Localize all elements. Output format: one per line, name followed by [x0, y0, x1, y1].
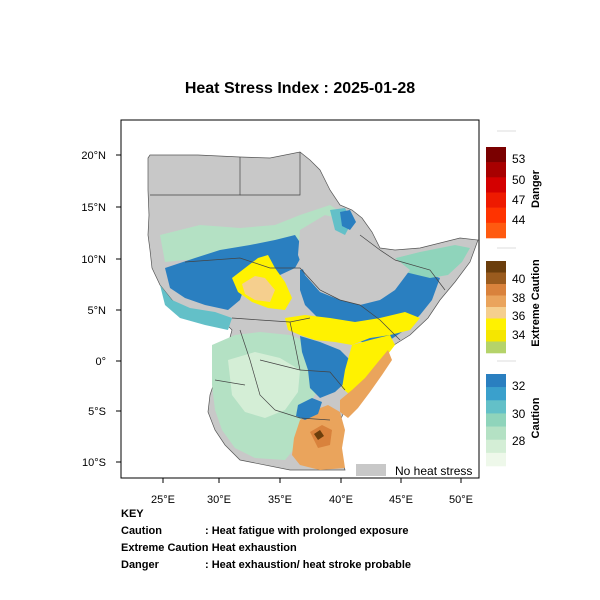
no-heat-label: No heat stress	[395, 464, 472, 478]
lon-label: 30°E	[207, 494, 231, 506]
colorbar-swatch	[486, 192, 506, 208]
extreme-brown-spot	[314, 430, 324, 440]
key-term: Danger	[121, 559, 159, 571]
colorbar-swatch	[486, 147, 506, 163]
lon-labels: 25°E 30°E 35°E 40°E 45°E 50°E	[151, 494, 473, 506]
cb-tick: 44	[512, 213, 526, 227]
lon-label: 45°E	[389, 494, 413, 506]
colorbar-swatch	[486, 318, 506, 331]
lat-label: 0°	[95, 356, 106, 368]
colorbar-swatch	[486, 261, 506, 273]
cb-tick: 40	[512, 272, 526, 286]
lat-label: 20°N	[81, 150, 106, 162]
key-desc: : Heat exhaustion	[205, 542, 297, 554]
lon-label: 35°E	[268, 494, 292, 506]
cb-tick: 28	[512, 434, 526, 448]
colorbar-swatch	[486, 307, 506, 319]
cb-tick: 53	[512, 152, 526, 166]
cb-tick: 38	[512, 291, 526, 305]
lat-label: 10°N	[81, 254, 106, 266]
key-row-caution: Caution : Heat fatigue with prolonged ex…	[121, 523, 411, 540]
extreme-tan-region-north	[242, 276, 275, 302]
highlands-no-heat	[298, 215, 410, 305]
colorbar-swatch	[486, 426, 506, 441]
key-desc: : Heat exhaustion/ heat stroke probable	[205, 559, 411, 571]
extreme-yellow-coastal	[342, 335, 395, 395]
key-heading: KEY	[121, 508, 144, 520]
colorbar-swatch	[486, 162, 506, 178]
caution-lightest-region	[228, 352, 300, 418]
colorbar-extreme: 40 38 36 34 Extreme Caution	[486, 247, 542, 354]
colorbar-swatch	[486, 177, 506, 193]
colorbar-swatch	[486, 272, 506, 285]
lat-label: 5°S	[88, 406, 106, 418]
extreme-orange-coastal	[340, 350, 392, 418]
axis-ticks	[116, 154, 462, 483]
cb-title-extreme: Extreme Caution	[530, 259, 542, 347]
country-borders	[150, 152, 446, 421]
caution-blue-region-west	[165, 235, 305, 310]
colorbar-swatch	[486, 439, 506, 454]
no-heat-swatch	[356, 464, 386, 476]
colorbar-swatch	[486, 400, 506, 414]
cb-tick: 36	[512, 309, 526, 323]
cb-tick: 34	[512, 328, 526, 342]
colorbar-swatch	[486, 387, 506, 401]
key-term: Caution	[121, 525, 162, 537]
colorbar-swatch	[486, 295, 506, 308]
colorbar-swatch	[486, 374, 506, 388]
colorbar-swatch	[486, 284, 506, 296]
caution-blue-tanzania	[296, 398, 322, 420]
caution-cyan-region-west	[160, 285, 232, 330]
cb-title-caution: Caution	[530, 397, 542, 438]
colorbar-swatch	[486, 330, 506, 342]
colorbar-swatch	[486, 452, 506, 467]
key-term: Extreme Caution	[121, 542, 209, 554]
colorbar-swatch	[486, 222, 506, 239]
lon-label: 25°E	[151, 494, 175, 506]
map-title: Heat Stress Index : 2025-01-28	[184, 80, 416, 97]
map-layer	[147, 151, 479, 471]
lat-label: 10°S	[82, 457, 106, 469]
colorbar-danger: 53 50 47 44 Danger	[486, 130, 542, 239]
colorbar-swatch	[486, 207, 506, 224]
lon-label: 40°E	[329, 494, 353, 506]
key-section: KEY Caution : Heat fatigue with prolonge…	[121, 506, 411, 574]
lon-label: 50°E	[449, 494, 473, 506]
key-row-danger: Danger : Heat exhaustion/ heat stroke pr…	[121, 557, 411, 574]
lat-label: 5°N	[88, 305, 107, 317]
colorbar-caution: 32 30 28 Caution	[486, 360, 542, 467]
cb-tick: 50	[512, 173, 526, 187]
cb-tick: 32	[512, 379, 526, 393]
lat-labels: 20°N 15°N 10°N 5°N 0° 5°S 10°S	[81, 150, 106, 469]
colorbar-swatch	[486, 341, 506, 354]
lat-label: 15°N	[81, 202, 106, 214]
cb-tick: 30	[512, 407, 526, 421]
cb-title-danger: Danger	[530, 169, 542, 208]
extreme-yellow-band-central	[285, 312, 420, 345]
key-desc: : Heat fatigue with prolonged exposure	[205, 525, 409, 537]
key-row-extreme: Extreme Caution : Heat exhaustion	[121, 540, 411, 557]
caution-blue-sudan-north	[340, 210, 356, 230]
colorbar-swatch	[486, 413, 506, 427]
cb-tick: 47	[512, 193, 526, 207]
